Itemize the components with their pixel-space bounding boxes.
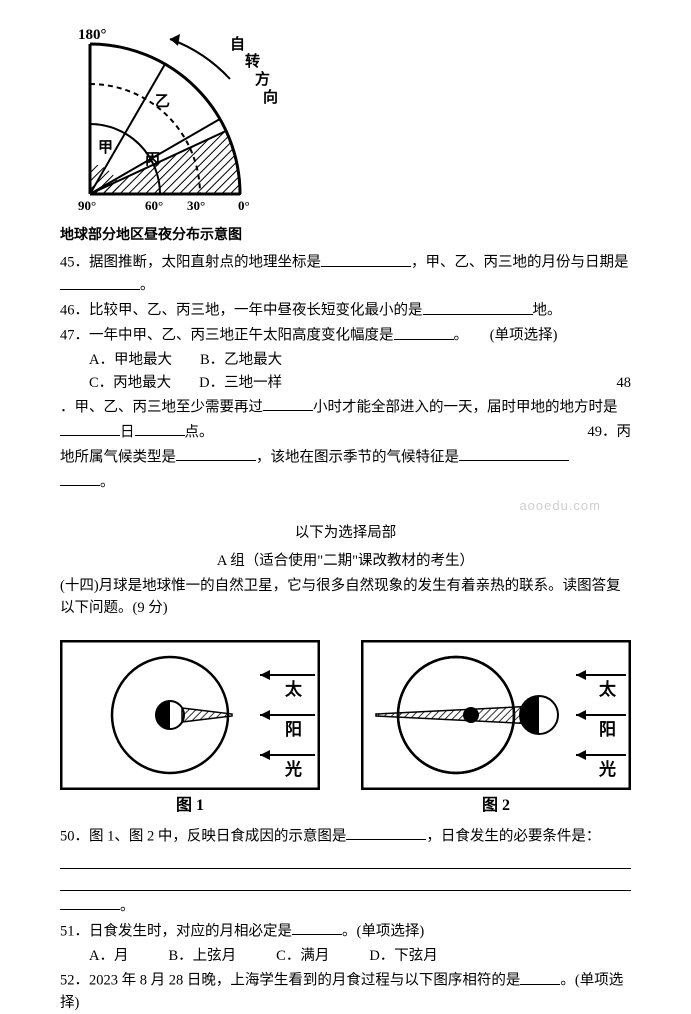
q48-number: 48: [617, 372, 632, 394]
figure-1-svg: 太 阳 光: [60, 640, 320, 790]
q47-row2-wrap: C．丙地最大 D．三地一样 48: [60, 372, 631, 394]
q45-text-c: 。: [140, 278, 155, 294]
fig1-sun-1: 太: [285, 679, 303, 699]
label-rot-3: 方: [255, 70, 270, 88]
q51-option-d[interactable]: D．下弦月: [369, 945, 437, 967]
figure-2-box: 太 阳 光 图 2: [361, 640, 631, 819]
q48-text-d: 点。: [185, 424, 214, 440]
earth-diagram-svg: 180° 自 转 方 向 甲 乙 丙 90° 60° 30° 0°: [60, 24, 290, 214]
q51-text-b: 。(单项选择): [342, 923, 424, 939]
earth-diagram-caption: 地球部分地区昼夜分布示意图: [60, 225, 631, 247]
q49-text-a: 地所属气候类型是: [60, 449, 176, 465]
figure-1-label: 图 1: [60, 794, 320, 819]
label-x90: 90°: [78, 198, 96, 213]
earth-diagram-block: 180° 自 转 方 向 甲 乙 丙 90° 60° 30° 0° 地球部分地区…: [60, 24, 631, 247]
question-47: 47．一年中甲、乙、丙三地正午太阳高度变化幅度是 。 (单项选择): [60, 324, 631, 347]
q45-text-b: ，甲、乙、丙三地的月份与日期是: [411, 255, 629, 271]
fig1-sun-3: 光: [284, 759, 302, 779]
q51-option-b[interactable]: B．上弦月: [168, 945, 236, 967]
q47-blank[interactable]: [394, 324, 454, 340]
question-52: 52．2023 年 8 月 28 日晚，上海学生看到的月食过程与以下图序相符的是…: [60, 969, 631, 1014]
q51-option-c[interactable]: C．满月: [276, 945, 329, 967]
q48-row2: 日 点。 49．丙: [60, 421, 631, 444]
label-rot-2: 转: [245, 52, 260, 70]
q49-tail: 。: [60, 471, 631, 494]
q45-blank-1[interactable]: [321, 251, 411, 267]
fig2-sun-3: 光: [598, 759, 616, 779]
q47-note: 。 (单项选择): [454, 328, 558, 344]
question-45: 45．据图推断，太阳直射点的地理坐标是 ，甲、乙、丙三地的月份与日期是。: [60, 251, 631, 297]
q47-option-c[interactable]: C．丙地最大: [89, 372, 171, 394]
q49-blank-2[interactable]: [459, 446, 569, 462]
figure-1-box: 太 阳 光 图 1: [60, 640, 320, 819]
q46-blank[interactable]: [423, 299, 533, 315]
q47-option-b[interactable]: B．乙地最大: [200, 349, 282, 371]
q48-text-b: 小时才能全部进入的一天，届时甲地的地方时是: [313, 399, 618, 415]
q47-text: 47．一年中甲、乙、丙三地正午太阳高度变化幅度是: [60, 328, 394, 344]
fig1-sun-2: 阳: [285, 720, 302, 739]
q48-blank-2[interactable]: [60, 421, 120, 437]
q47-option-d[interactable]: D．三地一样: [199, 372, 282, 394]
q48-blank-1[interactable]: [263, 396, 313, 412]
q50-answer-line-2[interactable]: [60, 875, 631, 891]
label-x30: 30°: [187, 198, 205, 213]
label-x60: 60°: [145, 198, 163, 213]
moon-figures-row: 太 阳 光 图 1: [60, 640, 631, 819]
label-180: 180°: [78, 27, 107, 43]
figure-2-svg: 太 阳 光: [361, 640, 631, 790]
question-50: 50．图 1、图 2 中，反映日食成因的示意图是 ，日食发生的必要条件是：: [60, 825, 631, 848]
select-heading: 以下为选择局部: [60, 522, 631, 544]
q46-text-b: 地。: [533, 303, 562, 319]
q50-text-a: 50．图 1、图 2 中，反映日食成因的示意图是: [60, 828, 346, 844]
q45-text-a: 45．据图推断，太阳直射点的地理坐标是: [60, 255, 321, 271]
q48-blank-3[interactable]: [135, 421, 185, 437]
page-root: 180° 自 转 方 向 甲 乙 丙 90° 60° 30° 0° 地球部分地区…: [0, 0, 691, 977]
q47-options-row-2: C．丙地最大 D．三地一样: [89, 372, 282, 394]
label-x0: 0°: [238, 198, 250, 213]
fig2-sun-2: 阳: [599, 720, 616, 739]
q47-options-row-1: A．甲地最大 B．乙地最大: [89, 349, 631, 371]
q46-text-a: 46．比较甲、乙、丙三地，一年中昼夜长短变化最小的是: [60, 303, 423, 319]
q51-text-a: 51．日食发生时，对应的月相必定是: [60, 923, 292, 939]
group-a-heading: A 组（适合使用"二期"课改教材的考生）: [60, 550, 631, 572]
question-49: 地所属气候类型是 ，该地在图示季节的气候特征是: [60, 446, 631, 469]
q49-blank-1[interactable]: [176, 446, 256, 462]
q45-blank-2[interactable]: [60, 274, 140, 290]
label-rot-1: 自: [230, 35, 245, 53]
q49-number: 49．丙: [588, 421, 632, 444]
q50-answer-line-1[interactable]: [60, 854, 631, 870]
question-48: ．甲、乙、丙三地至少需要再过 小时才能全部进入的一天，届时甲地的地方时是: [60, 396, 631, 419]
q47-option-a[interactable]: A．甲地最大: [89, 349, 172, 371]
q48-left: 日 点。: [60, 421, 214, 444]
q50-tail-blank[interactable]: 。: [60, 895, 631, 918]
label-rot-4: 向: [263, 88, 278, 106]
question-46: 46．比较甲、乙、丙三地，一年中昼夜长短变化最小的是 地。: [60, 299, 631, 322]
q49-blank-3[interactable]: [60, 471, 100, 487]
label-yi: 乙: [155, 94, 170, 110]
q52-text-a: 52．2023 年 8 月 28 日晚，上海学生看到的月食过程与以下图序相符的是: [60, 973, 520, 989]
q50-text-b: ，日食发生的必要条件是：: [426, 828, 600, 844]
figure-2-label: 图 2: [361, 794, 631, 819]
label-bing: 丙: [145, 151, 160, 168]
label-jia: 甲: [98, 139, 113, 156]
q48-text-c: 日: [120, 424, 135, 440]
q51-blank[interactable]: [292, 920, 342, 936]
q51-options: A．月 B．上弦月 C．满月 D．下弦月: [89, 945, 631, 967]
q48-text-a: ．甲、乙、丙三地至少需要再过: [60, 399, 263, 415]
q50-blank[interactable]: [346, 825, 426, 841]
question-14-intro: (十四)月球是地球惟一的自然卫星，它与很多自然现象的发生有着亲热的联系。读图答复…: [60, 575, 631, 620]
fig2-sun-1: 太: [599, 679, 617, 699]
q49-text-b: ，该地在图示季节的气候特征是: [256, 449, 459, 465]
question-51: 51．日食发生时，对应的月相必定是 。(单项选择): [60, 920, 631, 943]
q49-suffix: 。: [100, 474, 115, 490]
q51-option-a[interactable]: A．月: [89, 945, 128, 967]
watermark-text: aooedu.com: [60, 496, 601, 516]
